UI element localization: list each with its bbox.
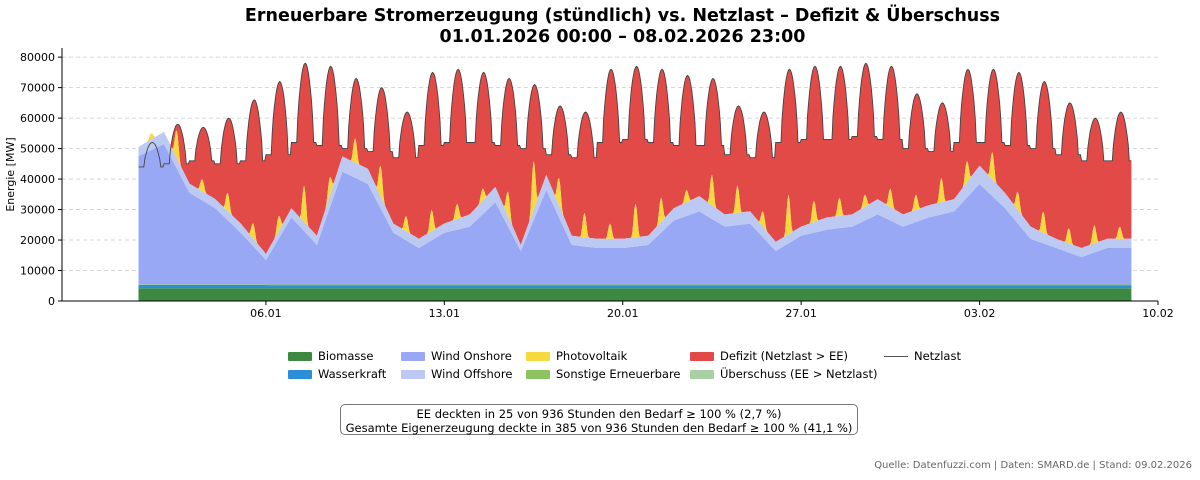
legend-label-wind-onshore: Wind Onshore [431, 349, 512, 363]
legend-label-wasserkraft: Wasserkraft [318, 367, 387, 381]
coverage-note-line1: EE deckten in 25 von 936 Stunden den Bed… [416, 407, 782, 421]
y-tick-label: 30000 [20, 204, 55, 217]
y-tick-label: 20000 [20, 234, 55, 247]
coverage-note-line2: Gesamte Eigenerzeugung deckte in 385 von… [345, 421, 853, 435]
y-tick-label: 60000 [20, 112, 55, 125]
y-axis-label: Energie [MW] [4, 137, 17, 211]
legend-swatch-ueberschuss [690, 370, 714, 379]
area-wasserkraft [138, 284, 1132, 289]
area-photovoltaik [138, 130, 1132, 255]
legend-item-wasserkraft: Wasserkraft [288, 367, 386, 381]
line-netzlast [138, 62, 1132, 168]
y-tick-label: 40000 [20, 173, 55, 186]
chart-title-line2: 01.01.2026 00:00 – 08.02.2026 23:00 [439, 27, 806, 47]
energy-area-chart: 0 10000 20000 30000 40000 50000 60000 70000 8000… [4, 48, 1174, 320]
legend-label-defizit: Defizit (Netzlast > EE) [720, 349, 848, 363]
x-tick-label: 10.02 [1142, 307, 1174, 320]
area-biomasse [138, 288, 1132, 301]
legend-item-biomasse: Biomasse [288, 349, 373, 363]
legend-label-biomasse: Biomasse [318, 349, 374, 363]
legend-swatch-wind-offshore [401, 370, 425, 379]
legend-item-ueberschuss: Überschuss (EE > Netzlast) [690, 367, 877, 381]
y-tick-label: 0 [48, 295, 55, 308]
chart-legend: Biomasse Wasserkraft Wind Onshore Wind O… [288, 349, 988, 385]
y-tick-label: 10000 [20, 265, 55, 278]
x-tick-label: 27.01 [785, 307, 817, 320]
chart-title: Erneuerbare Stromerzeugung (stündlich) v… [0, 6, 1200, 48]
legend-label-wind-offshore: Wind Offshore [431, 367, 513, 381]
y-tick-label: 50000 [20, 143, 55, 156]
area-wind-onshore [138, 144, 1132, 285]
y-tick-label: 80000 [20, 51, 55, 64]
source-credit: Quelle: Datenfuzzi.com | Daten: SMARD.de… [874, 460, 1192, 471]
legend-label-ueberschuss: Überschuss (EE > Netzlast) [720, 367, 878, 381]
x-tick-label: 13.01 [429, 307, 461, 320]
legend-swatch-wind-onshore [401, 352, 425, 361]
x-tick-label: 20.01 [607, 307, 639, 320]
legend-item-pv: Photovoltaik [526, 349, 627, 363]
legend-swatch-defizit [690, 352, 714, 361]
legend-swatch-pv [526, 352, 550, 361]
x-tick-label: 06.01 [250, 307, 282, 320]
legend-label-pv: Photovoltaik [556, 349, 628, 363]
legend-swatch-sonstige [526, 370, 550, 379]
legend-item-wind-offshore: Wind Offshore [401, 367, 512, 381]
y-tick-label: 70000 [20, 82, 55, 95]
legend-item-wind-onshore: Wind Onshore [401, 349, 512, 363]
chart-title-line1: Erneuerbare Stromerzeugung (stündlich) v… [244, 6, 1001, 26]
legend-swatch-biomasse [288, 352, 312, 361]
legend-label-netzlast: Netzlast [914, 349, 961, 363]
coverage-note-box: EE deckten in 25 von 936 Stunden den Bed… [340, 404, 858, 435]
legend-item-sonstige: Sonstige Erneuerbare [526, 367, 681, 381]
legend-item-defizit: Defizit (Netzlast > EE) [690, 349, 848, 363]
legend-swatch-netzlast [884, 356, 908, 357]
x-tick-label: 03.02 [964, 307, 996, 320]
area-sonstige [138, 284, 1132, 286]
legend-item-netzlast: Netzlast [884, 349, 961, 363]
legend-label-sonstige: Sonstige Erneuerbare [556, 367, 681, 381]
legend-swatch-wasserkraft [288, 370, 312, 379]
